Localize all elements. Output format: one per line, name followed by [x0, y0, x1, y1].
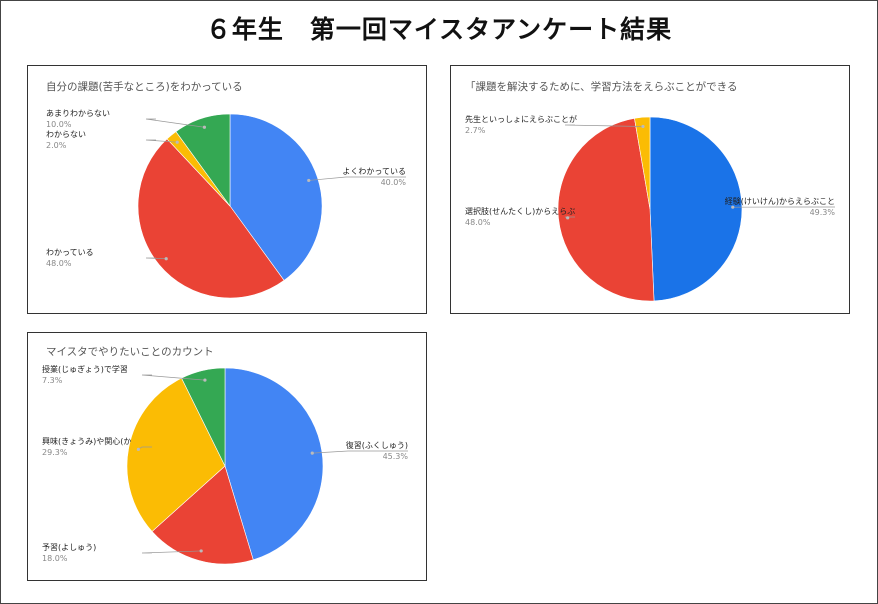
chart-title: マイスタでやりたいことのカウント	[46, 346, 214, 358]
leader-line	[141, 374, 205, 381]
leader-dot	[202, 125, 207, 129]
leader-line	[564, 124, 643, 127]
leader-dot	[307, 178, 311, 183]
pie-slice	[151, 465, 254, 565]
leader-dot	[566, 216, 570, 220]
pie-slice	[229, 113, 323, 281]
leader-dot	[731, 205, 735, 209]
slice-percent: 10.0%	[46, 120, 72, 129]
slice-label: 選択肢(せんたくし)からえらぶ	[465, 206, 575, 216]
leader-dot	[136, 447, 140, 451]
pie-slice	[224, 367, 324, 561]
page-title: ６年生 第一回マイスタアンケート結果	[205, 15, 673, 44]
slice-percent: 48.0%	[465, 218, 491, 227]
leader-dot	[203, 378, 207, 382]
slice-label: 経験(けいけん)からえらぶこと	[725, 196, 835, 206]
pie-slice	[175, 113, 231, 207]
slice-label: よくわかっている	[342, 167, 406, 176]
slice-percent: 2.0%	[46, 141, 67, 150]
leader-dot	[199, 549, 203, 553]
chart-title: 自分の課題(苦手なところ)をわかっている	[46, 80, 243, 93]
leader-dot	[175, 140, 179, 144]
pie-chart-method: 「課題を解決するために、学習方法をえらぶことができる経験(けいけん)からえらぶこ…	[465, 80, 836, 302]
slice-label: わからない	[46, 130, 86, 139]
slice-percent: 18.0%	[42, 554, 68, 563]
leader-dot	[164, 257, 168, 261]
slice-label: あまりわからない	[46, 109, 110, 118]
slice-percent: 2.7%	[465, 126, 486, 135]
slice-label: 興味(きょうみ)や関心(か	[42, 436, 131, 446]
slice-percent: 7.3%	[42, 376, 63, 385]
chart-panel-method: 「課題を解決するために、学習方法をえらぶことができる経験(けいけん)からえらぶこ…	[450, 65, 850, 314]
slice-label: 授業(じゅぎょう)で学習	[42, 364, 128, 374]
pie-slice	[557, 117, 655, 302]
pie-slice	[137, 138, 285, 299]
pie-slice	[649, 116, 743, 302]
slice-label: 復習(ふくしゅう)	[346, 440, 408, 450]
chart-panel-understanding: 自分の課題(苦手なところ)をわかっているよくわかっている 40.0% わかっている 4…	[27, 65, 427, 314]
leader-line	[141, 550, 202, 554]
slice-percent: 29.3%	[42, 448, 68, 457]
chart-title: 「課題を解決するために、学習方法をえらぶことができる	[465, 80, 737, 93]
leader-line	[312, 450, 408, 454]
slice-percent: 49.3%	[810, 208, 836, 217]
slice-label: 予習(よしゅう)	[42, 543, 96, 552]
slice-label: わかっている	[46, 248, 94, 257]
slice-percent: 45.3%	[383, 452, 409, 461]
chart-panel-wishes: マイスタでやりたいことのカウント復習(ふくしゅう) 45.3% 予習(よしゅう) 18…	[27, 332, 427, 581]
slice-percent: 48.0%	[46, 259, 72, 268]
leader-line	[145, 139, 178, 143]
leader-line	[145, 118, 205, 128]
leader-line	[308, 176, 406, 181]
leader-line	[145, 257, 167, 260]
leader-dot	[641, 124, 645, 129]
slice-label: 先生といっしょにえらぶことが	[465, 114, 577, 124]
slice-percent: 40.0%	[381, 178, 407, 187]
leader-dot	[310, 451, 314, 455]
pie-slice	[634, 116, 651, 210]
